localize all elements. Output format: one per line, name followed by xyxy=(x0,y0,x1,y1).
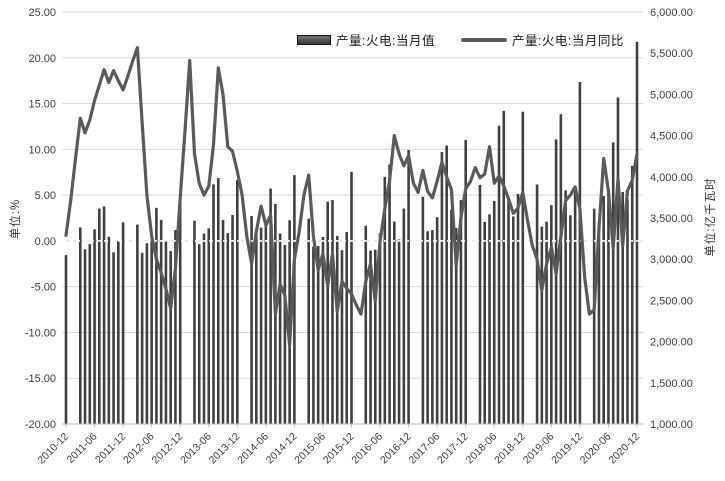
svg-text:1,500.00: 1,500.00 xyxy=(650,378,693,390)
svg-text:25.00: 25.00 xyxy=(28,7,56,19)
svg-text:-5.00: -5.00 xyxy=(31,282,56,294)
svg-text:4,000.00: 4,000.00 xyxy=(650,172,693,184)
left-axis-tick-labels: 25.00 20.00 15.00 10.00 5.00 0.00 -5.00 -10.00 -… xyxy=(25,7,56,431)
yoy-line-series xyxy=(64,46,639,347)
svg-text:2020-12: 2020-12 xyxy=(606,431,642,467)
svg-text:2011-06: 2011-06 xyxy=(64,431,99,466)
legend-item-monthly-value: 产量:火电:当月值 xyxy=(297,30,435,49)
bars-series xyxy=(64,41,639,425)
svg-text:10.00: 10.00 xyxy=(28,144,56,156)
svg-text:20.00: 20.00 xyxy=(28,53,56,65)
right-axis-tick-labels: 6,000.00 5,500.00 5,000.00 4,500.00 4,000.00… xyxy=(650,7,693,431)
svg-text:2,000.00: 2,000.00 xyxy=(650,337,693,349)
svg-text:1,000.00: 1,000.00 xyxy=(650,419,693,431)
svg-text:6,000.00: 6,000.00 xyxy=(650,7,693,19)
legend-label: 产量:火电:当月值 xyxy=(336,34,435,48)
bar-series-swatch-icon xyxy=(297,34,331,45)
x-axis-tick-labels: 2010-122011-062011-122012-062012-122013-… xyxy=(35,424,642,466)
svg-text:5,500.00: 5,500.00 xyxy=(650,48,693,60)
right-axis-title: 单位:亿千瓦时 xyxy=(705,177,717,257)
line-series-swatch-icon xyxy=(460,37,507,42)
svg-text:5.00: 5.00 xyxy=(35,190,56,202)
legend-item-yoy: 产量:火电:当月同比 xyxy=(460,30,624,49)
svg-text:5,000.00: 5,000.00 xyxy=(650,89,693,101)
left-axis-title: 单位:% xyxy=(10,198,22,240)
svg-text:4,500.00: 4,500.00 xyxy=(650,131,693,143)
svg-text:3,500.00: 3,500.00 xyxy=(650,213,693,225)
chart-legend: 产量:火电:当月值 产量:火电:当月同比 xyxy=(297,30,624,49)
legend-label: 产量:火电:当月同比 xyxy=(511,34,624,48)
svg-text:15.00: 15.00 xyxy=(28,99,56,111)
svg-text:-20.00: -20.00 xyxy=(25,419,56,431)
svg-text:0.00: 0.00 xyxy=(35,236,56,248)
svg-text:3,000.00: 3,000.00 xyxy=(650,254,693,266)
svg-text:2,500.00: 2,500.00 xyxy=(650,295,693,307)
svg-text:-10.00: -10.00 xyxy=(25,327,56,339)
svg-text:-15.00: -15.00 xyxy=(25,373,56,385)
svg-text:2010-12: 2010-12 xyxy=(35,431,71,467)
